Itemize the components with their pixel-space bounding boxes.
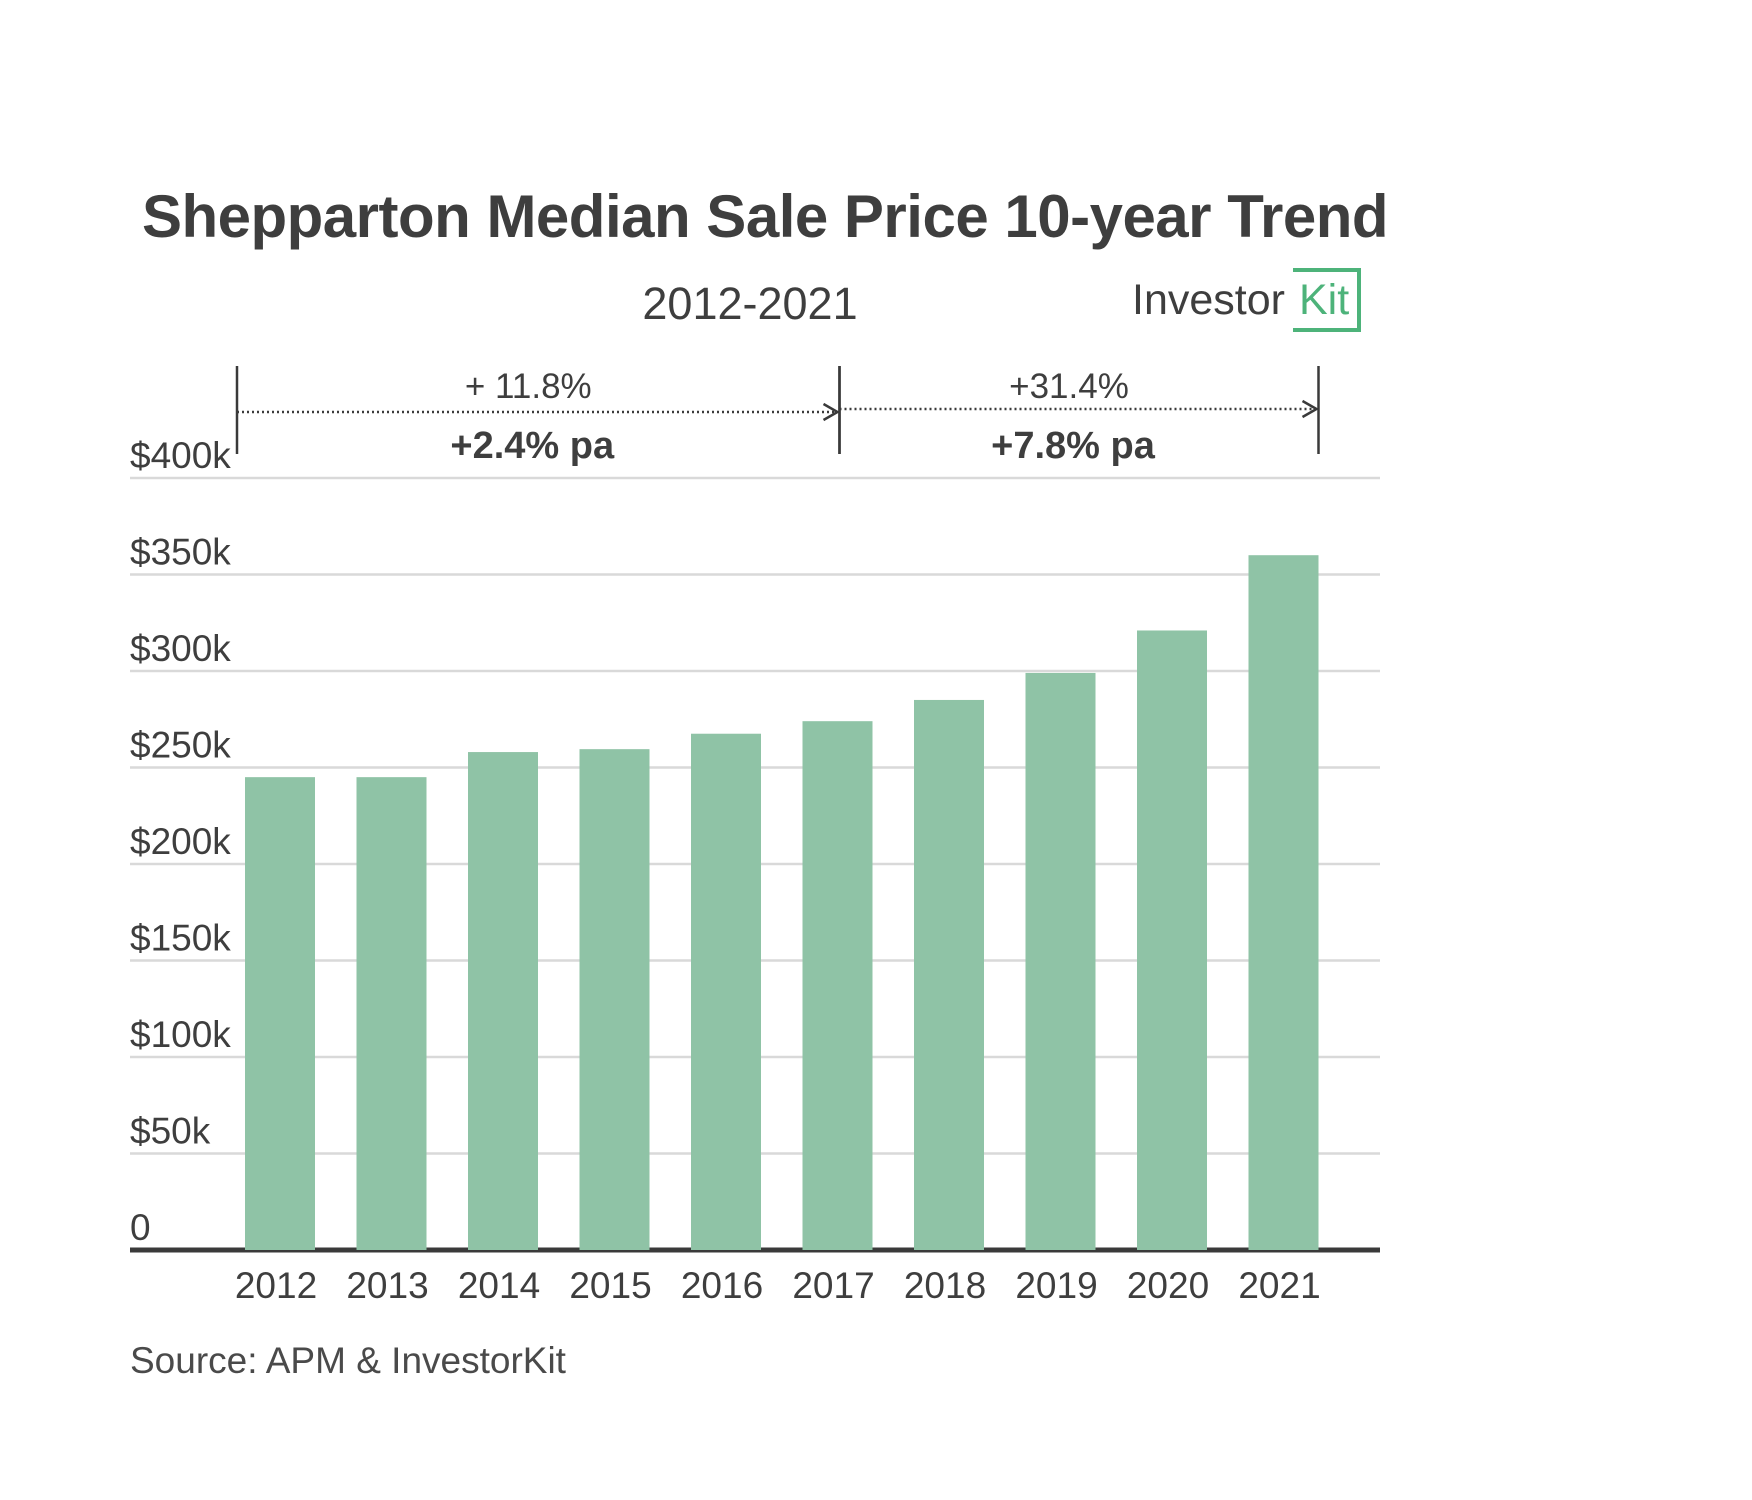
x-tick-label: 2021 [1238,1265,1320,1306]
bar-2019 [1025,672,1096,1250]
bar-2014 [468,752,538,1250]
x-tick-label: 2017 [792,1265,874,1306]
x-tick-label: 2012 [235,1265,317,1306]
growth-annotations: + 11.8% +2.4% pa +31.4% +7.8% pa [235,366,1320,467]
annotation-change: +31.4% [1009,367,1129,406]
chart-subtitle: 2012-2021 [642,278,858,329]
x-tick-label: 2016 [681,1265,763,1306]
bar-2013 [356,777,427,1250]
x-tick-label: 2020 [1127,1265,1209,1306]
annotation-arrow-head [822,402,841,422]
x-tick-label: 2013 [346,1265,428,1306]
y-tick-label: $150k [130,918,231,959]
y-tick-labels: 0 $50k $100k $150k $200k $250k $300k $350k $400k [130,435,231,1248]
bar-2017 [802,721,873,1250]
logo-kit-box: Kit [1292,268,1362,332]
y-tick-label: $200k [130,821,231,862]
source-note: Source: APM & InvestorKit [130,1340,566,1381]
x-tick-label: 2018 [904,1265,986,1306]
y-tick-label: $350k [130,532,231,573]
annotation-change: + 11.8% [465,367,592,406]
bar-2018 [914,699,984,1250]
y-tick-label: $300k [130,628,231,669]
y-tick-label: $400k [130,435,231,476]
bar-2016 [691,733,761,1250]
y-tick-label: $100k [130,1014,231,1055]
bar-2012 [245,777,315,1250]
x-tick-label: 2015 [569,1265,651,1306]
x-tick-labels: 2012 2013 2014 2015 2016 2017 2018 2019 2020 2021 [235,1265,1321,1306]
bar-2020 [1137,630,1207,1250]
chart-title: Shepparton Median Sale Price 10-year Tre… [141,183,1389,250]
annotation-arrow-head [1301,399,1320,419]
x-tick-label: 2014 [458,1265,540,1306]
bar-2021 [1248,555,1319,1250]
annotation-annual: +7.8% pa [991,425,1156,467]
logo-word: Investor [1132,275,1285,324]
x-tick-label: 2019 [1015,1265,1097,1306]
annotation-annual: +2.4% pa [450,425,615,467]
y-tick-label: $50k [130,1111,211,1152]
bar-2015 [579,749,650,1250]
y-tick-label: 0 [130,1207,151,1248]
bars [245,555,1319,1250]
investorkit-logo: Investor Kit [1132,268,1362,332]
y-tick-label: $250k [130,725,231,766]
